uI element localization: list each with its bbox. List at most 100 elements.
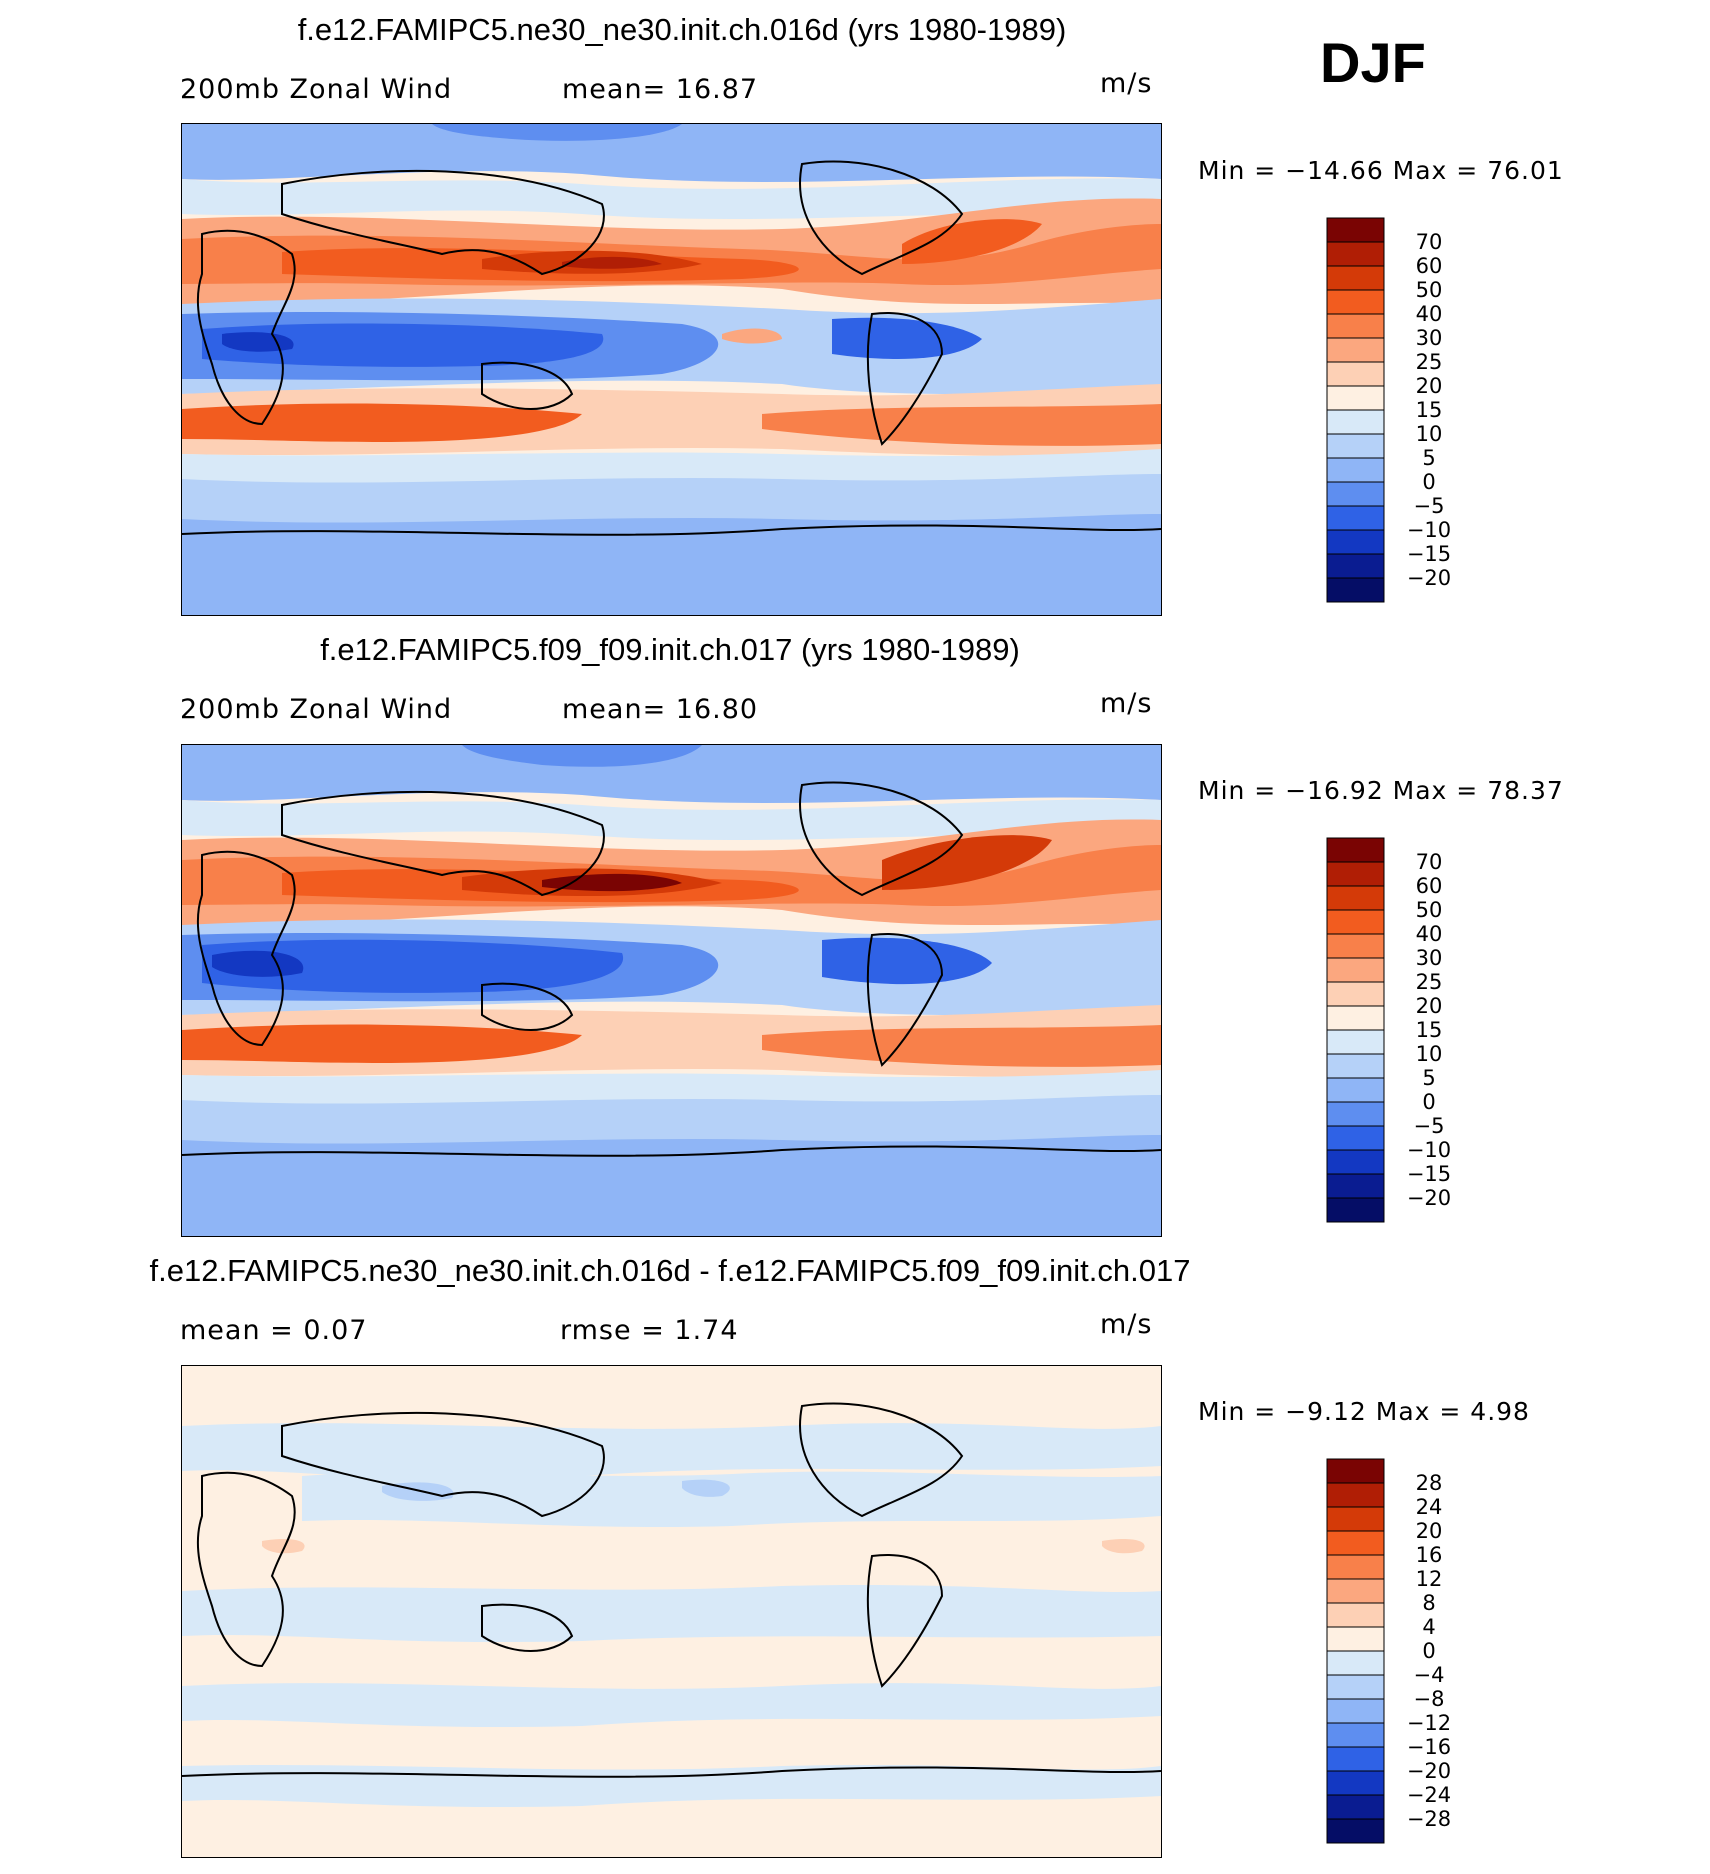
colorbar-box <box>1326 1626 1385 1652</box>
colorbar-tick-label: 40 <box>1416 922 1443 946</box>
north-america-coastline <box>799 781 964 897</box>
colorbar-tick-label: 28 <box>1416 1471 1443 1495</box>
antarctica-coastline <box>182 524 1161 536</box>
panel-3-colorbar: 28 24 20 16 12 8 4 0 −4 −8 −12 −16 −20 −24 −28 <box>1326 1458 1467 1844</box>
panel-3-map-svg <box>182 1366 1161 1857</box>
colorbar-box <box>1326 1101 1385 1127</box>
atlantic-jet-core <box>882 835 1052 890</box>
colorbar-box <box>1326 1506 1385 1532</box>
colorbar-tick-label: 60 <box>1416 254 1443 278</box>
colorbar-tick-label: −15 <box>1407 1162 1451 1186</box>
colorbar-tick-label: 30 <box>1416 946 1443 970</box>
south-america-easterly <box>822 937 992 985</box>
colorbar-box <box>1326 217 1385 243</box>
diff-negative-band-1 <box>182 1423 1161 1479</box>
colorbar-tick-label: −10 <box>1407 518 1451 542</box>
north-america-coastline <box>799 160 964 276</box>
colorbar-box <box>1326 1794 1385 1820</box>
eurasia-coastline <box>281 790 605 897</box>
colorbar-tick-label: −24 <box>1407 1783 1451 1807</box>
colorbar-box <box>1326 1530 1385 1556</box>
colorbar-tick-label: 20 <box>1416 994 1443 1018</box>
panel-1-units-label: m/s <box>1100 68 1153 99</box>
colorbar-box <box>1326 1746 1385 1772</box>
colorbar-box <box>1326 265 1385 291</box>
colorbar-tick-label: −20 <box>1407 566 1451 590</box>
colorbar-box <box>1326 1578 1385 1604</box>
panel-3-map <box>181 1365 1162 1858</box>
pacific-westerly-duct <box>722 328 782 344</box>
colorbar-box <box>1326 1197 1385 1223</box>
colorbar-tick-label: 40 <box>1416 302 1443 326</box>
colorbar-box <box>1326 1770 1385 1796</box>
colorbar-box <box>1326 1674 1385 1700</box>
colorbar-tick-label: 30 <box>1416 326 1443 350</box>
nh-polar-core <box>462 745 702 767</box>
colorbar-box <box>1326 313 1385 339</box>
diff-negative-band-3 <box>182 1584 1161 1643</box>
coastlines <box>182 781 1161 1157</box>
panel-3-mean-label: mean = 0.07 <box>180 1315 368 1346</box>
colorbar-box <box>1326 1722 1385 1748</box>
colorbar-box <box>1326 385 1385 411</box>
panel-1-title: f.e12.FAMIPC5.ne30_ne30.init.ch.016d (yr… <box>297 12 1067 47</box>
panel-1-map-svg <box>182 124 1161 615</box>
panel-3-minmax-label: Min = −9.12 Max = 4.98 <box>1198 1397 1530 1426</box>
colorbar-box <box>1326 337 1385 363</box>
colorbar-tick-label: 8 <box>1422 1591 1435 1615</box>
panel-2-colorbar: 70 60 50 40 30 25 20 15 10 5 0 −5 −10 −15 −20 <box>1326 837 1467 1223</box>
colorbar-box <box>1326 1650 1385 1676</box>
sh-polar-inner <box>182 1135 1161 1236</box>
sh-jet-atlantic <box>762 404 1161 446</box>
panel-3-units-label: m/s <box>1100 1309 1153 1340</box>
colorbar-box <box>1326 1602 1385 1628</box>
australia-coastline <box>481 361 574 410</box>
colorbar-box <box>1326 289 1385 315</box>
australia-coastline <box>481 982 574 1031</box>
colorbar-box <box>1326 241 1385 267</box>
colorbar-box <box>1326 933 1385 959</box>
colorbar-tick-label: −4 <box>1414 1663 1445 1687</box>
africa-coastline <box>196 850 296 1047</box>
panel-1-colorbar: 70 60 50 40 30 25 20 15 10 5 0 −5 −10 −15 −20 <box>1326 217 1467 603</box>
panel-3-title: f.e12.FAMIPC5.ne30_ne30.init.ch.016d - f… <box>149 1253 1191 1288</box>
nh-polar-core <box>432 124 682 141</box>
colorbar-box <box>1326 1029 1385 1055</box>
colorbar-box <box>1326 1458 1385 1484</box>
colorbar-box <box>1326 433 1385 459</box>
colorbar-box <box>1326 1077 1385 1103</box>
diff-negative-band-2 <box>302 1471 1161 1528</box>
panel-2-mean-label: mean= 16.80 <box>562 694 759 725</box>
pacific-jet-max <box>562 256 662 269</box>
colorbar-box <box>1326 577 1385 603</box>
diff-negative-band-4 <box>182 1683 1161 1728</box>
colorbar-tick-label: −8 <box>1414 1687 1445 1711</box>
colorbar-tick-label: 25 <box>1416 970 1443 994</box>
colorbar-box <box>1326 957 1385 983</box>
sh-jet-atlantic <box>762 1025 1161 1067</box>
south-america-coastline <box>866 933 944 1067</box>
colorbar-box <box>1326 457 1385 483</box>
colorbar-box <box>1326 885 1385 911</box>
panel-2-minmax-label: Min = −16.92 Max = 78.37 <box>1198 776 1564 805</box>
colorbar-tick-label: 15 <box>1416 1018 1443 1042</box>
sh-polar-inner <box>182 514 1161 615</box>
africa-coastline <box>196 229 296 426</box>
colorbar-box <box>1326 1173 1385 1199</box>
colorbar-box <box>1326 909 1385 935</box>
colorbar-box <box>1326 1482 1385 1508</box>
nh-polar-easterly-band <box>182 124 1161 183</box>
diff-negative-core-pacific <box>682 1479 730 1497</box>
colorbar-tick-label: −16 <box>1407 1735 1451 1759</box>
colorbar-tick-label: 25 <box>1416 350 1443 374</box>
colorbar-tick-label: 24 <box>1416 1495 1443 1519</box>
colorbar-box <box>1326 481 1385 507</box>
colorbar-tick-label: 5 <box>1422 446 1435 470</box>
south-america-coastline <box>866 1554 944 1688</box>
colorbar-box <box>1326 981 1385 1007</box>
panel-1-variable-label: 200mb Zonal Wind <box>180 74 453 105</box>
colorbar-box <box>1326 409 1385 435</box>
colorbar-tick-label: −12 <box>1407 1711 1451 1735</box>
